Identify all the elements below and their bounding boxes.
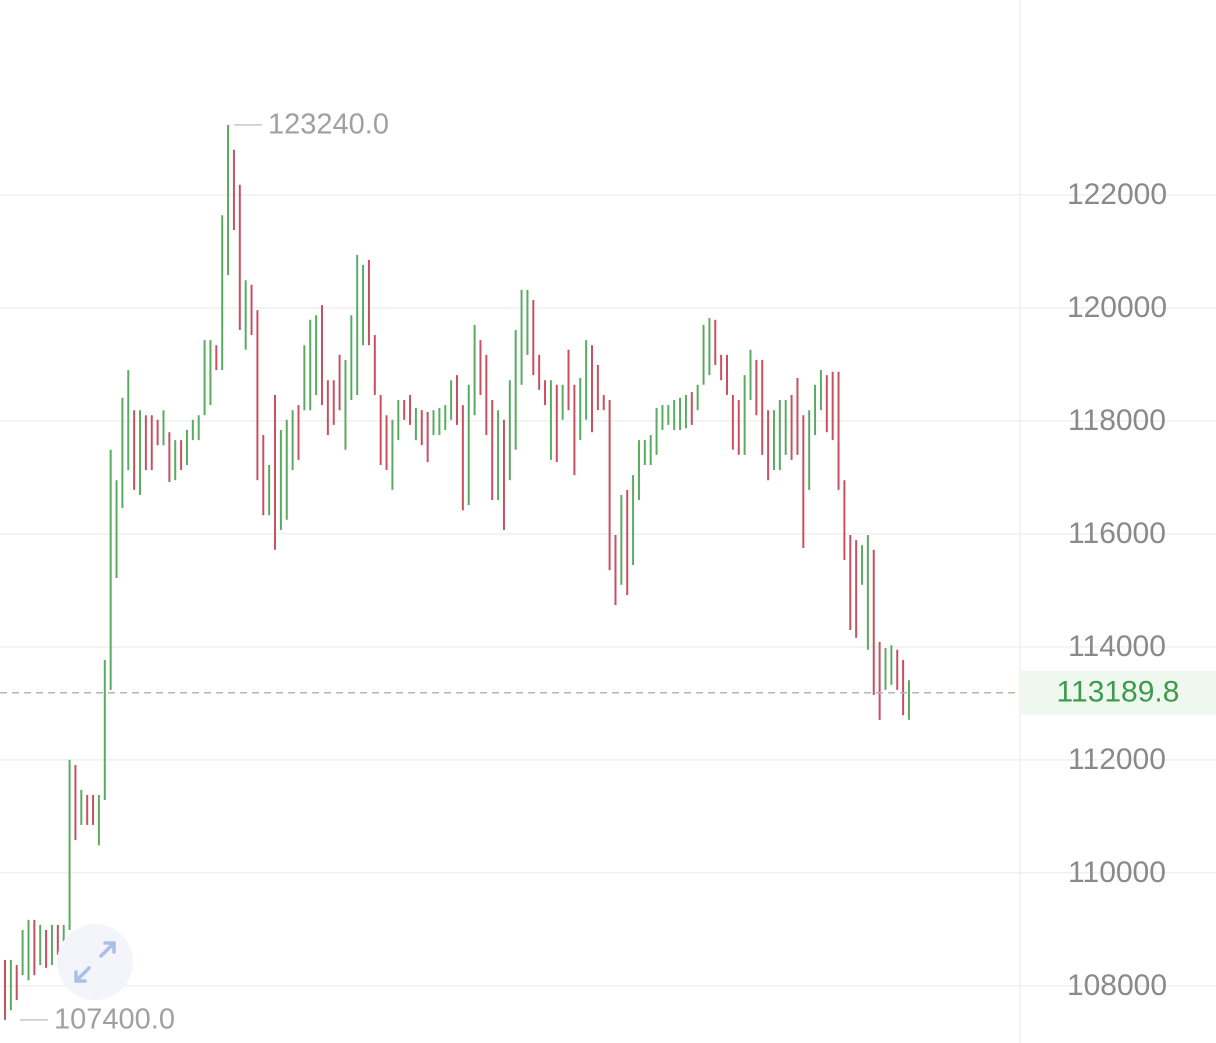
price-axis-panel <box>1020 0 1216 1043</box>
y-tick-label: 116000 <box>1068 517 1166 550</box>
y-tick-label: 110000 <box>1068 856 1166 889</box>
last-price-badge <box>1021 670 1216 715</box>
expand-button[interactable] <box>57 924 133 1000</box>
min-marker-label: 107400.0 <box>54 1003 175 1035</box>
expand-icon[interactable] <box>74 941 116 983</box>
y-tick-label: 118000 <box>1068 404 1166 437</box>
y-tick-label: 120000 <box>1067 291 1167 324</box>
y-tick-label: 108000 <box>1067 969 1167 1002</box>
max-marker-label: 123240.0 <box>268 109 389 141</box>
y-tick-label: 114000 <box>1068 630 1166 663</box>
y-tick-label: 112000 <box>1068 743 1166 776</box>
y-tick-label: 122000 <box>1067 178 1167 211</box>
expand-button-bg[interactable] <box>57 924 133 1000</box>
last-price-label: 113189.8 <box>1057 676 1180 709</box>
